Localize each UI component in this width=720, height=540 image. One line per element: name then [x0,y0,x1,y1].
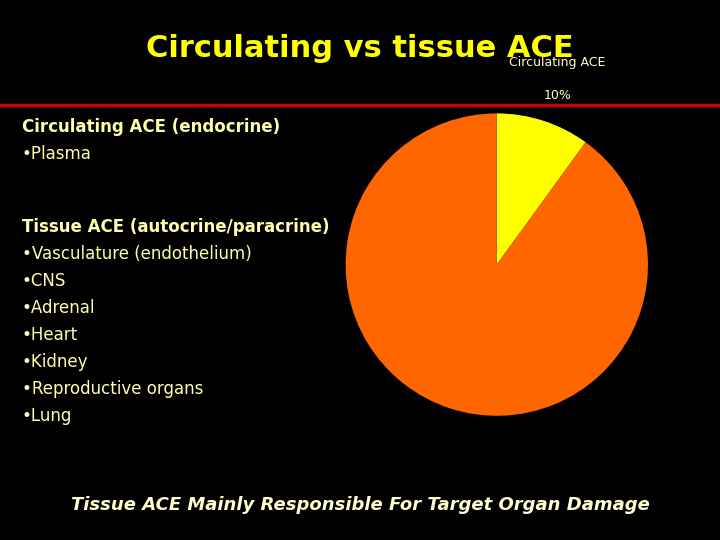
Text: Circulating ACE: Circulating ACE [509,56,606,69]
Text: •Vasculature (endothelium): •Vasculature (endothelium) [22,245,251,263]
Text: •Reproductive organs: •Reproductive organs [22,380,203,398]
Text: •Kidney: •Kidney [22,353,88,371]
Text: Circulating ACE (endocrine): Circulating ACE (endocrine) [22,118,280,136]
Text: •Heart: •Heart [22,326,78,344]
Text: Tissue ACE (autocrine/paracrine): Tissue ACE (autocrine/paracrine) [22,218,329,236]
Text: •CNS: •CNS [22,272,66,290]
Text: 10%: 10% [544,89,572,102]
Text: Tissue ACE Mainly Responsible For Target Organ Damage: Tissue ACE Mainly Responsible For Target… [71,496,649,514]
Text: •Plasma: •Plasma [22,145,91,163]
Wedge shape [346,113,648,416]
Wedge shape [497,113,585,265]
Text: Circulating vs tissue ACE: Circulating vs tissue ACE [146,34,574,63]
Text: •Lung: •Lung [22,407,72,425]
Text: •Adrenal: •Adrenal [22,299,95,317]
